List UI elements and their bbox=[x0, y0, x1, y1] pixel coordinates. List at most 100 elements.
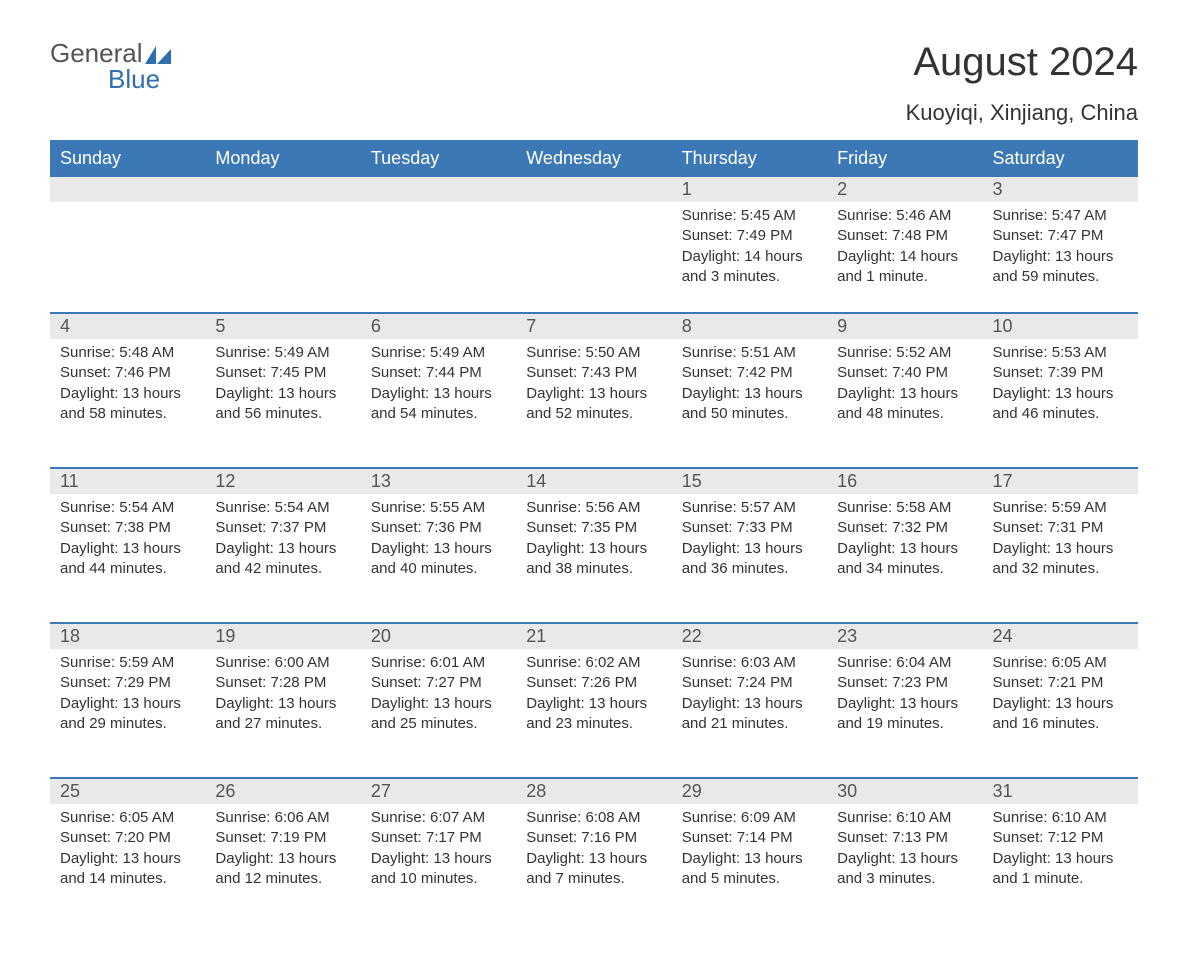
day-number: 11 bbox=[50, 469, 205, 494]
calendar-day: Sunrise: 6:09 AMSunset: 7:14 PMDaylight:… bbox=[672, 804, 827, 932]
calendar-week: 123Sunrise: 5:45 AMSunset: 7:49 PMDaylig… bbox=[50, 177, 1138, 312]
day-sunrise: Sunrise: 6:06 AM bbox=[215, 808, 350, 828]
day-daylight: Daylight: 13 hours and 38 minutes. bbox=[526, 539, 661, 580]
calendar-day: Sunrise: 5:52 AMSunset: 7:40 PMDaylight:… bbox=[827, 339, 982, 467]
calendar-week: 11121314151617Sunrise: 5:54 AMSunset: 7:… bbox=[50, 467, 1138, 622]
weekday-header-cell: Monday bbox=[205, 140, 360, 177]
calendar-day bbox=[205, 202, 360, 312]
day-number: 10 bbox=[983, 314, 1138, 339]
weekday-header-cell: Wednesday bbox=[516, 140, 671, 177]
calendar-day: Sunrise: 6:00 AMSunset: 7:28 PMDaylight:… bbox=[205, 649, 360, 777]
day-number: 28 bbox=[516, 779, 671, 804]
day-sunrise: Sunrise: 5:47 AM bbox=[993, 206, 1128, 226]
day-sunset: Sunset: 7:40 PM bbox=[837, 363, 972, 383]
calendar-week: 18192021222324Sunrise: 5:59 AMSunset: 7:… bbox=[50, 622, 1138, 777]
day-number: 19 bbox=[205, 624, 360, 649]
day-daylight: Daylight: 13 hours and 34 minutes. bbox=[837, 539, 972, 580]
day-number: 30 bbox=[827, 779, 982, 804]
day-number: 21 bbox=[516, 624, 671, 649]
day-number: 22 bbox=[672, 624, 827, 649]
day-sunset: Sunset: 7:31 PM bbox=[993, 518, 1128, 538]
day-sunrise: Sunrise: 5:59 AM bbox=[60, 653, 195, 673]
day-number: 24 bbox=[983, 624, 1138, 649]
day-sunrise: Sunrise: 5:49 AM bbox=[215, 343, 350, 363]
day-number: 26 bbox=[205, 779, 360, 804]
day-number: 27 bbox=[361, 779, 516, 804]
day-daylight: Daylight: 14 hours and 1 minute. bbox=[837, 247, 972, 288]
day-number: 6 bbox=[361, 314, 516, 339]
day-sunset: Sunset: 7:19 PM bbox=[215, 828, 350, 848]
logo-word-blue: Blue bbox=[108, 66, 171, 92]
day-sunrise: Sunrise: 5:48 AM bbox=[60, 343, 195, 363]
day-sunset: Sunset: 7:28 PM bbox=[215, 673, 350, 693]
day-sunset: Sunset: 7:12 PM bbox=[993, 828, 1128, 848]
day-daylight: Daylight: 13 hours and 36 minutes. bbox=[682, 539, 817, 580]
day-sunset: Sunset: 7:21 PM bbox=[993, 673, 1128, 693]
day-daylight: Daylight: 13 hours and 3 minutes. bbox=[837, 849, 972, 890]
day-sunset: Sunset: 7:44 PM bbox=[371, 363, 506, 383]
day-daylight: Daylight: 13 hours and 14 minutes. bbox=[60, 849, 195, 890]
day-sunset: Sunset: 7:16 PM bbox=[526, 828, 661, 848]
day-daylight: Daylight: 13 hours and 10 minutes. bbox=[371, 849, 506, 890]
calendar-day: Sunrise: 6:05 AMSunset: 7:20 PMDaylight:… bbox=[50, 804, 205, 932]
day-daylight: Daylight: 13 hours and 27 minutes. bbox=[215, 694, 350, 735]
day-number: 16 bbox=[827, 469, 982, 494]
day-sunrise: Sunrise: 5:50 AM bbox=[526, 343, 661, 363]
weekday-header-cell: Saturday bbox=[983, 140, 1138, 177]
calendar-day: Sunrise: 6:04 AMSunset: 7:23 PMDaylight:… bbox=[827, 649, 982, 777]
day-sunrise: Sunrise: 6:09 AM bbox=[682, 808, 817, 828]
calendar-day: Sunrise: 6:05 AMSunset: 7:21 PMDaylight:… bbox=[983, 649, 1138, 777]
calendar-day: Sunrise: 6:10 AMSunset: 7:12 PMDaylight:… bbox=[983, 804, 1138, 932]
day-sunset: Sunset: 7:42 PM bbox=[682, 363, 817, 383]
calendar-day: Sunrise: 5:48 AMSunset: 7:46 PMDaylight:… bbox=[50, 339, 205, 467]
day-sunset: Sunset: 7:45 PM bbox=[215, 363, 350, 383]
day-sunset: Sunset: 7:17 PM bbox=[371, 828, 506, 848]
day-sunset: Sunset: 7:23 PM bbox=[837, 673, 972, 693]
day-daylight: Daylight: 13 hours and 48 minutes. bbox=[837, 384, 972, 425]
calendar-day: Sunrise: 5:54 AMSunset: 7:38 PMDaylight:… bbox=[50, 494, 205, 622]
day-sunrise: Sunrise: 5:46 AM bbox=[837, 206, 972, 226]
calendar-day: Sunrise: 6:06 AMSunset: 7:19 PMDaylight:… bbox=[205, 804, 360, 932]
day-sunrise: Sunrise: 5:54 AM bbox=[60, 498, 195, 518]
day-sunset: Sunset: 7:36 PM bbox=[371, 518, 506, 538]
day-sunrise: Sunrise: 6:08 AM bbox=[526, 808, 661, 828]
day-sunset: Sunset: 7:48 PM bbox=[837, 226, 972, 246]
day-daylight: Daylight: 13 hours and 32 minutes. bbox=[993, 539, 1128, 580]
calendar-day: Sunrise: 5:57 AMSunset: 7:33 PMDaylight:… bbox=[672, 494, 827, 622]
calendar-day: Sunrise: 6:02 AMSunset: 7:26 PMDaylight:… bbox=[516, 649, 671, 777]
calendar-day: Sunrise: 5:59 AMSunset: 7:31 PMDaylight:… bbox=[983, 494, 1138, 622]
calendar-day: Sunrise: 5:56 AMSunset: 7:35 PMDaylight:… bbox=[516, 494, 671, 622]
day-sunrise: Sunrise: 6:01 AM bbox=[371, 653, 506, 673]
day-daylight: Daylight: 13 hours and 29 minutes. bbox=[60, 694, 195, 735]
day-sunrise: Sunrise: 5:59 AM bbox=[993, 498, 1128, 518]
calendar: SundayMondayTuesdayWednesdayThursdayFrid… bbox=[50, 140, 1138, 932]
day-number bbox=[50, 177, 205, 202]
day-daylight: Daylight: 13 hours and 12 minutes. bbox=[215, 849, 350, 890]
day-number: 12 bbox=[205, 469, 360, 494]
day-daylight: Daylight: 13 hours and 7 minutes. bbox=[526, 849, 661, 890]
day-daylight: Daylight: 13 hours and 23 minutes. bbox=[526, 694, 661, 735]
day-sunset: Sunset: 7:14 PM bbox=[682, 828, 817, 848]
day-daylight: Daylight: 13 hours and 59 minutes. bbox=[993, 247, 1128, 288]
day-sunrise: Sunrise: 5:54 AM bbox=[215, 498, 350, 518]
day-number: 25 bbox=[50, 779, 205, 804]
day-sunset: Sunset: 7:20 PM bbox=[60, 828, 195, 848]
day-sunrise: Sunrise: 5:55 AM bbox=[371, 498, 506, 518]
day-daylight: Daylight: 13 hours and 16 minutes. bbox=[993, 694, 1128, 735]
calendar-week: 25262728293031Sunrise: 6:05 AMSunset: 7:… bbox=[50, 777, 1138, 932]
day-sunrise: Sunrise: 6:07 AM bbox=[371, 808, 506, 828]
day-number: 29 bbox=[672, 779, 827, 804]
day-sunset: Sunset: 7:49 PM bbox=[682, 226, 817, 246]
day-sunrise: Sunrise: 5:57 AM bbox=[682, 498, 817, 518]
calendar-day: Sunrise: 5:49 AMSunset: 7:45 PMDaylight:… bbox=[205, 339, 360, 467]
day-daylight: Daylight: 13 hours and 56 minutes. bbox=[215, 384, 350, 425]
weekday-header-cell: Sunday bbox=[50, 140, 205, 177]
calendar-day: Sunrise: 5:46 AMSunset: 7:48 PMDaylight:… bbox=[827, 202, 982, 312]
calendar-day bbox=[50, 202, 205, 312]
day-number: 14 bbox=[516, 469, 671, 494]
weekday-header-cell: Friday bbox=[827, 140, 982, 177]
day-daylight: Daylight: 13 hours and 54 minutes. bbox=[371, 384, 506, 425]
day-sunset: Sunset: 7:39 PM bbox=[993, 363, 1128, 383]
calendar-day: Sunrise: 5:59 AMSunset: 7:29 PMDaylight:… bbox=[50, 649, 205, 777]
day-sunrise: Sunrise: 6:05 AM bbox=[60, 808, 195, 828]
